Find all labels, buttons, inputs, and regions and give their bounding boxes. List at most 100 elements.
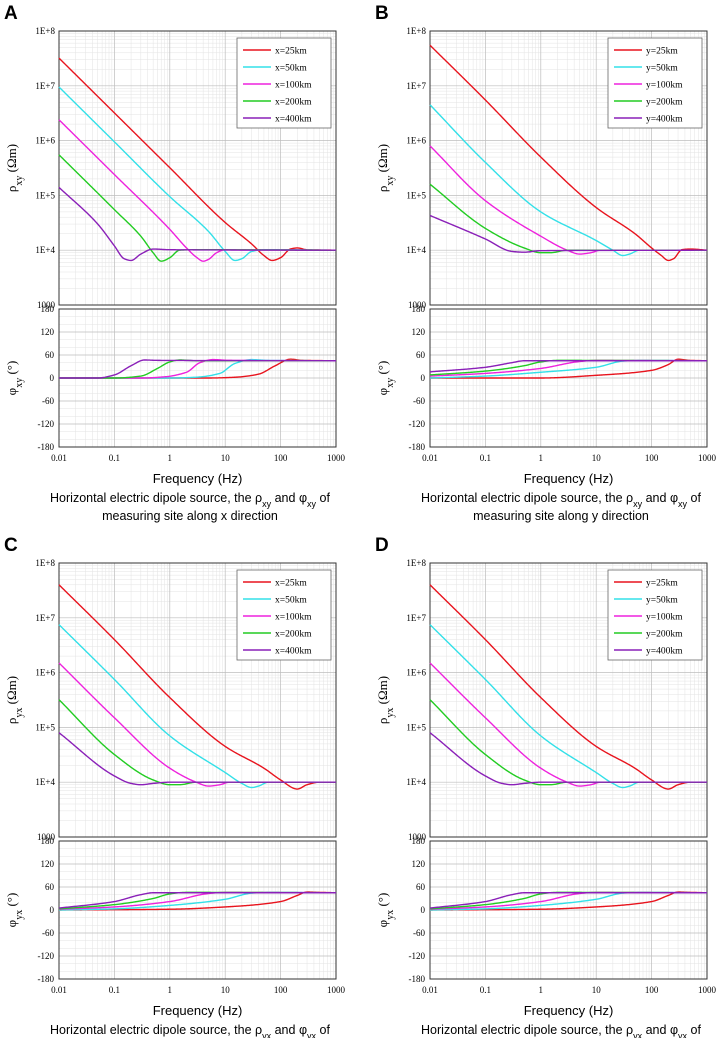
legend-entry: x=25km — [275, 579, 307, 589]
phase-tick-label: 0 — [421, 373, 426, 383]
phase-curve-x=400km — [58, 892, 336, 909]
phase-tick-label: 60 — [45, 882, 55, 892]
rho-curve-x=400km — [58, 186, 336, 262]
phase-tick-label: 60 — [416, 882, 426, 892]
x-axis-label: Frequency (Hz) — [524, 471, 614, 486]
phase-tick-label: -60 — [42, 928, 54, 938]
caption-symbol: ρ — [626, 1023, 633, 1037]
phase-tick-label: 120 — [412, 859, 426, 869]
legend-box — [607, 37, 703, 129]
rho-axis-label-subscript: xy — [14, 176, 25, 186]
rho-axis-label-unit: (Ωm) — [4, 144, 19, 176]
legend-entry: y=400km — [646, 647, 683, 657]
rho-tick-label: 1E+4 — [406, 777, 426, 787]
panel-letter: D — [375, 535, 389, 556]
legend-entry: y=50km — [646, 64, 678, 74]
phase-axis-label: φyx (°) — [4, 893, 25, 928]
rho-curve-y=200km — [429, 699, 707, 786]
caption-symbol: φ — [670, 1023, 678, 1037]
rho-axis-label-unit: (Ωm) — [375, 144, 390, 176]
legend-entry: y=200km — [646, 98, 683, 108]
rho-tick-label: 1E+7 — [406, 613, 426, 623]
legend-entry: x=50km — [275, 64, 307, 74]
x-axis-label: Frequency (Hz) — [153, 471, 243, 486]
frequency-tick-label: 1000 — [327, 453, 346, 463]
rho-tick-label: 1E+7 — [35, 81, 55, 91]
phase-axis-label-symbol: φ — [4, 388, 19, 396]
caption-subscript: yx — [633, 1031, 643, 1038]
frequency-tick-label: 0.1 — [109, 453, 120, 463]
phase-tick-label: 180 — [412, 304, 426, 314]
phase-tick-label: -180 — [409, 442, 426, 452]
caption: Horizontal electric dipole source, the ρ… — [421, 1023, 701, 1038]
phase-axis-label-unit: (°) — [4, 361, 19, 378]
frequency-tick-label: 1000 — [698, 985, 717, 995]
rho-tick-label: 1E+6 — [406, 668, 426, 678]
caption-text: and — [642, 1023, 670, 1037]
phase-tick-label: 120 — [41, 327, 55, 337]
rho-axis-label-subscript: xy — [385, 176, 396, 186]
phase-axis-label-symbol: φ — [375, 920, 390, 928]
caption-subscript: yx — [307, 1031, 317, 1038]
rho-tick-label: 1E+8 — [406, 558, 426, 568]
rho-tick-label: 1E+8 — [406, 26, 426, 36]
phase-curve-y=400km — [429, 360, 707, 373]
caption: Horizontal electric dipole source, the ρ… — [50, 1023, 330, 1038]
caption-line: Horizontal electric dipole source, the ρ… — [50, 491, 330, 509]
rho-tick-label: 1E+4 — [35, 777, 55, 787]
phase-axis-label-subscript: yx — [385, 910, 396, 920]
curves — [58, 57, 337, 379]
frequency-tick-label: 100 — [645, 985, 659, 995]
rho-tick-label: 1000 — [37, 300, 56, 310]
panel-letter: A — [4, 3, 18, 24]
phase-tick-label: 120 — [412, 327, 426, 337]
caption-text: Horizontal electric dipole source, the — [50, 491, 255, 505]
caption-subscript: yx — [262, 1031, 272, 1038]
rho-tick-label: 1E+8 — [35, 26, 55, 36]
legend-entry: x=50km — [275, 596, 307, 606]
rho-tick-label: 1000 — [37, 832, 56, 842]
phase-tick-label: 0 — [50, 905, 55, 915]
rho-tick-label: 1E+6 — [35, 668, 55, 678]
frequency-tick-label: 0.1 — [109, 985, 120, 995]
curves — [429, 44, 708, 379]
caption-text: of — [316, 1023, 330, 1037]
phase-curve-x=100km — [59, 358, 336, 379]
caption-symbol: ρ — [255, 1023, 262, 1037]
caption-symbol: φ — [299, 491, 307, 505]
phase-tick-label: 180 — [41, 304, 55, 314]
rho-axis-label-symbol: ρ — [375, 718, 390, 725]
rho-curve-y=200km — [429, 183, 707, 254]
rho-tick-label: 1E+4 — [35, 245, 55, 255]
frequency-tick-label: 0.01 — [422, 985, 438, 995]
rho-axis-label: ρxy (Ωm) — [375, 144, 396, 192]
phase-axis-label: φyx (°) — [375, 893, 396, 928]
frequency-tick-label: 10 — [592, 985, 602, 995]
phase-tick-label: 0 — [50, 373, 55, 383]
rho-curve-y=25km — [429, 44, 708, 262]
frequency-tick-label: 100 — [645, 453, 659, 463]
phase-tick-label: -60 — [42, 396, 54, 406]
phase-curve-x=50km — [59, 358, 337, 379]
phase-axis-label-subscript: xy — [14, 378, 25, 388]
legend-entry: y=25km — [646, 47, 678, 57]
caption-symbol: φ — [299, 1023, 307, 1037]
phase-tick-label: -120 — [409, 951, 426, 961]
phase-axis-label: φxy (°) — [375, 361, 396, 396]
frequency-tick-label: 1000 — [698, 453, 717, 463]
phase-axis-label-symbol: φ — [375, 388, 390, 396]
phase-tick-label: 120 — [41, 859, 55, 869]
rho-curve-x=200km — [58, 699, 336, 786]
phase-axis-label-subscript: xy — [385, 378, 396, 388]
panel-D: D 1000 1E+4 1E+5 1E+6 1E+7 1E+8 -180 -120 -60 0 60 1… — [375, 535, 717, 1038]
rho-curve-x=100km — [58, 119, 336, 262]
caption-text: Horizontal electric dipole source, the — [421, 1023, 626, 1037]
caption-subscript: xy — [262, 499, 272, 509]
caption-text: and — [642, 491, 670, 505]
rho-tick-label: 1E+5 — [406, 190, 426, 200]
caption-subscript: xy — [633, 499, 643, 509]
legend-entry: y=100km — [646, 613, 683, 623]
caption-text: Horizontal electric dipole source, the — [421, 491, 626, 505]
rho-curve-y=400km — [429, 214, 707, 253]
